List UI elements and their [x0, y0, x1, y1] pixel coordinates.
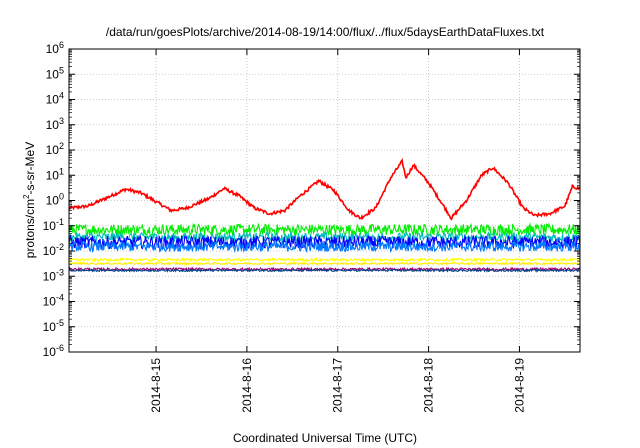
y-axis-label: protons/cm2-s-sr-MeV — [22, 142, 37, 258]
series-line-4 — [68, 239, 581, 254]
x-tick-label: 2014-8-15 — [149, 358, 163, 413]
y-tick-label: 10-5 — [43, 318, 64, 334]
x-axis-ticks: 2014-8-15 2014-8-16 2014-8-17 2014-8-18 2014… — [149, 49, 526, 413]
series-line-5 — [68, 256, 581, 263]
y-tick-label: 104 — [46, 91, 64, 107]
x-tick-label: 2014-8-17 — [331, 358, 345, 413]
y-tick-label: 103 — [46, 116, 64, 132]
chart-title: /data/run/goesPlots/archive/2014-08-19/1… — [106, 25, 545, 39]
y-tick-label: 100 — [46, 192, 64, 208]
series-line-0 — [68, 158, 581, 221]
series-group — [68, 158, 581, 273]
series-line-2 — [68, 230, 581, 244]
y-tick-label: 10-3 — [43, 267, 64, 283]
y-tick-label: 106 — [46, 40, 64, 56]
series-line-7 — [68, 266, 581, 273]
y-tick-label: 10-4 — [43, 293, 64, 309]
x-axis-label: Coordinated Universal Time (UTC) — [233, 431, 417, 445]
y-tick-label: 10-6 — [43, 343, 64, 359]
x-tick-label: 2014-8-18 — [422, 358, 436, 413]
y-tick-label: 10-1 — [43, 217, 64, 233]
x-tick-label: 2014-8-19 — [512, 358, 526, 413]
grid-lines — [69, 49, 580, 352]
series-line-8 — [69, 268, 581, 273]
series-line-6 — [68, 261, 581, 266]
x-tick-label: 2014-8-16 — [240, 358, 254, 413]
y-tick-label: 10-2 — [43, 242, 64, 258]
y-axis-ticks: 10-6 10-5 10-4 10-3 10-2 10-1 100 101 102 103 104 1… — [43, 40, 580, 359]
y-tick-label: 101 — [46, 166, 64, 182]
y-tick-label: 102 — [46, 141, 64, 157]
y-tick-label: 105 — [46, 65, 64, 81]
